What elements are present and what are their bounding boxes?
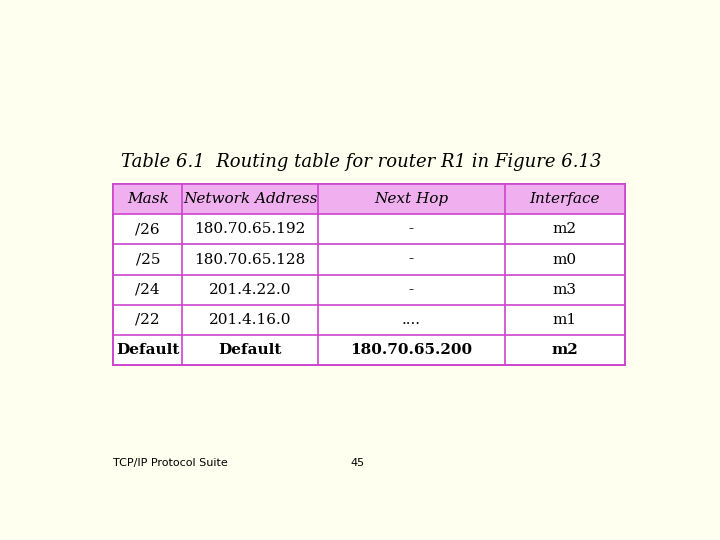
Text: ....: ....: [402, 313, 420, 327]
Text: 180.70.65.128: 180.70.65.128: [194, 253, 306, 267]
Text: /24: /24: [135, 283, 160, 296]
Text: m2: m2: [552, 222, 577, 237]
Text: TCP/IP Protocol Suite: TCP/IP Protocol Suite: [113, 458, 228, 468]
Text: -: -: [409, 253, 414, 267]
Text: Table 6.1  Routing table for router R1 in Figure 6.13: Table 6.1 Routing table for router R1 in…: [121, 153, 601, 171]
Text: Next Hop: Next Hop: [374, 192, 449, 206]
Text: /26: /26: [135, 222, 160, 237]
Text: -: -: [409, 283, 414, 296]
Text: 45: 45: [351, 458, 364, 468]
Text: Default: Default: [218, 343, 282, 357]
Text: Network Address: Network Address: [183, 192, 318, 206]
Text: -: -: [409, 222, 414, 237]
Text: 180.70.65.200: 180.70.65.200: [350, 343, 472, 357]
Text: m1: m1: [552, 313, 577, 327]
Text: m2: m2: [552, 343, 578, 357]
Text: /25: /25: [135, 253, 160, 267]
Bar: [113, 184, 625, 214]
Text: 180.70.65.192: 180.70.65.192: [194, 222, 306, 237]
Bar: [113, 184, 625, 365]
Text: 201.4.22.0: 201.4.22.0: [209, 283, 292, 296]
Text: m3: m3: [553, 283, 577, 296]
Text: /22: /22: [135, 313, 160, 327]
Text: m0: m0: [552, 253, 577, 267]
Text: Mask: Mask: [127, 192, 168, 206]
Text: Interface: Interface: [529, 192, 600, 206]
Text: 201.4.16.0: 201.4.16.0: [209, 313, 292, 327]
Text: Default: Default: [116, 343, 179, 357]
